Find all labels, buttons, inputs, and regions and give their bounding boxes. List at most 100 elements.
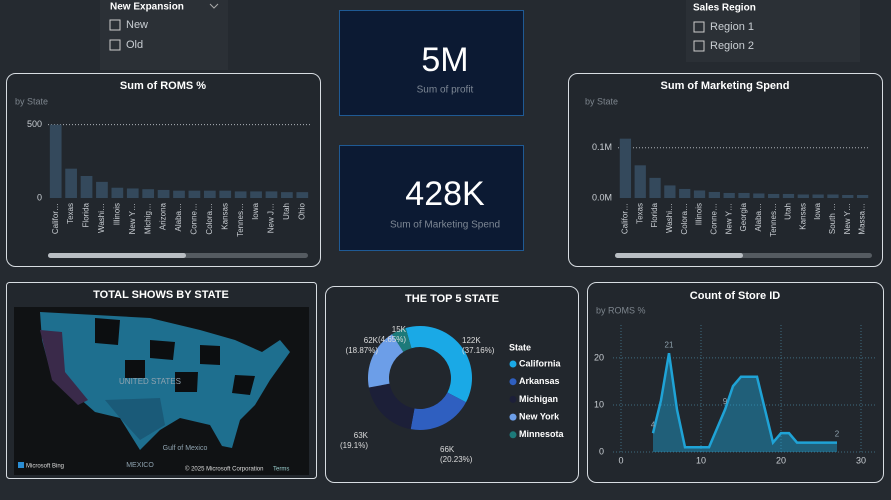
slicer-item[interactable]: Region 2: [710, 40, 754, 52]
data-label: 122K: [462, 336, 481, 345]
map-state: [40, 330, 88, 405]
x-tick-label: Alaba…: [754, 203, 763, 231]
bar: [753, 193, 765, 198]
bar: [856, 194, 869, 198]
bar: [782, 193, 795, 198]
donut-slice: [392, 328, 412, 352]
bar: [842, 194, 854, 198]
y-tick-label: 0: [37, 192, 42, 202]
x-tick-label: New Y…: [843, 203, 852, 234]
y-tick-label: 0.1M: [592, 142, 612, 152]
y-tick-label: 10: [594, 399, 604, 409]
x-tick-label: 0: [618, 455, 623, 465]
x-tick-label: Califor…: [621, 203, 630, 234]
x-tick-label: Conne…: [190, 203, 199, 235]
data-label: 62K: [364, 336, 379, 345]
data-label: 66K: [440, 445, 455, 454]
donut-slice: [405, 326, 472, 403]
data-label: 21: [665, 340, 674, 349]
x-tick-label: Washi…: [665, 203, 674, 233]
x-tick-label: Washi…: [97, 203, 106, 233]
x-tick-label: 30: [856, 455, 866, 465]
data-label: 2: [835, 430, 840, 439]
x-tick-label: Tennes…: [769, 203, 778, 237]
checkbox[interactable]: [109, 19, 121, 31]
x-tick-label: Texas: [66, 203, 75, 224]
legend-marker: [509, 395, 517, 403]
bar: [142, 189, 155, 198]
checkbox[interactable]: [693, 40, 705, 52]
legend-label: Arkansas: [519, 376, 560, 386]
card-value: 428K: [405, 175, 485, 213]
x-tick-label: Arizona: [159, 202, 168, 230]
chart-subtitle: by ROMS %: [596, 305, 646, 315]
map-brand: Microsoft Bing: [26, 464, 64, 470]
legend-title: State: [509, 342, 531, 352]
slicer-item[interactable]: Region 1: [710, 21, 754, 33]
chevron[interactable]: [209, 3, 219, 9]
x-tick-label: Florida: [82, 202, 91, 227]
x-tick-label: Illinois: [112, 203, 121, 225]
map-terms[interactable]: Terms: [273, 467, 289, 473]
bar: [708, 191, 720, 198]
donut-slice: [410, 392, 466, 430]
bar: [723, 192, 735, 198]
bar: [281, 192, 293, 198]
checkbox[interactable]: [693, 21, 705, 33]
slicer-item[interactable]: New: [126, 19, 148, 31]
legend-label: Minnesota: [519, 429, 564, 439]
bar: [234, 191, 247, 198]
bar: [80, 176, 93, 198]
map-state: [95, 318, 255, 395]
x-tick-label: Georgia: [739, 202, 748, 231]
scroll-thumb[interactable]: [615, 253, 743, 258]
donut-slice: [368, 383, 415, 430]
bar: [65, 168, 77, 198]
card-value: 5M: [421, 41, 468, 79]
x-tick-label: Illinois: [695, 203, 704, 225]
y-tick-label: 0.0M: [592, 192, 612, 202]
bar: [49, 124, 62, 198]
bar: [827, 194, 839, 198]
data-label: (19.1%): [340, 441, 368, 450]
y-tick-label: 20: [594, 352, 604, 362]
x-tick-label: Alaba…: [174, 203, 183, 231]
chart-title: Sum of Marketing Spend: [661, 80, 790, 92]
bar: [188, 190, 201, 198]
x-tick-label: Florida: [650, 202, 659, 227]
map-state: [105, 398, 165, 440]
x-tick-label: Colora…: [680, 203, 689, 235]
scroll-thumb[interactable]: [48, 253, 186, 258]
bar: [679, 188, 691, 198]
data-label: 4: [651, 420, 656, 429]
card-label: Sum of Marketing Spend: [390, 220, 500, 231]
map-land: [40, 312, 290, 450]
data-label: (4.65%): [378, 335, 406, 344]
panel: [6, 73, 321, 267]
chart-title: Count of Store ID: [690, 290, 780, 302]
slicer-item[interactable]: Old: [126, 39, 143, 51]
x-tick-label: Massa…: [858, 203, 867, 235]
bar: [265, 191, 278, 198]
x-tick-label: Iowa: [251, 202, 260, 219]
y-tick-label: 0: [599, 446, 604, 456]
bar: [664, 185, 676, 198]
checkbox[interactable]: [109, 39, 121, 51]
data-label: (20.23%): [440, 455, 473, 464]
x-tick-label: Utah: [282, 203, 291, 220]
map-title: TOTAL SHOWS BY STATE: [93, 289, 229, 301]
bar: [157, 189, 170, 198]
bar: [111, 187, 124, 198]
x-tick-label: Califor…: [51, 203, 60, 234]
bar: [96, 181, 108, 198]
map-label: UNITED STATES: [119, 377, 181, 386]
x-tick-label: Tennes…: [236, 203, 245, 237]
bar: [768, 193, 780, 198]
x-tick-label: 20: [776, 455, 786, 465]
x-tick-label: Colora…: [205, 203, 214, 235]
legend-label: California: [519, 358, 562, 368]
map-attribution: © 2025 Microsoft Corporation: [185, 466, 263, 473]
donut-slice: [367, 334, 404, 388]
x-tick-label: New Y…: [128, 203, 137, 234]
